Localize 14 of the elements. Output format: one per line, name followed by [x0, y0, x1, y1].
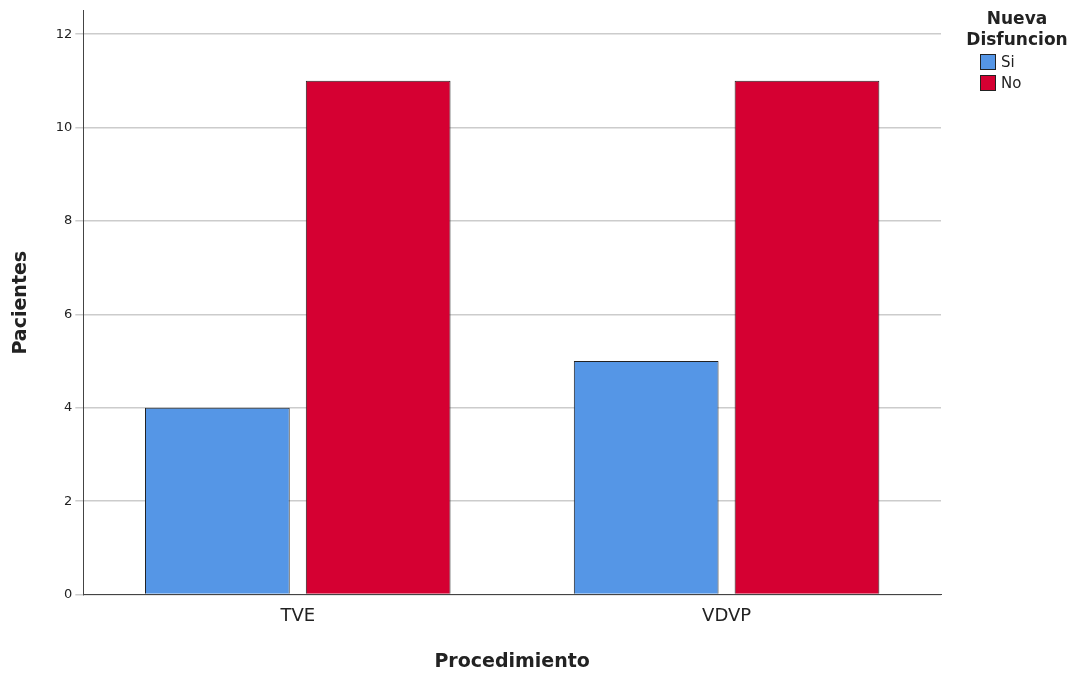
- y-tick-label: 2: [64, 492, 73, 508]
- y-axis-title: Pacientes: [8, 250, 31, 355]
- y-tick-label: 6: [64, 305, 73, 321]
- y-tick-label: 10: [55, 118, 73, 134]
- x-tick-label: VDVP: [702, 604, 752, 626]
- legend-title: Nueva Disfuncion: [965, 8, 1069, 50]
- y-tick-label: 12: [55, 25, 73, 41]
- legend-label: No: [1001, 74, 1022, 92]
- y-tick-label: 4: [64, 399, 73, 415]
- legend-label: Si: [1001, 53, 1015, 71]
- y-tick-label: 0: [64, 585, 73, 601]
- y-tick-label: 8: [64, 212, 73, 228]
- x-tick-label: TVE: [279, 604, 316, 626]
- x-axis-title: Procedimiento: [434, 648, 590, 671]
